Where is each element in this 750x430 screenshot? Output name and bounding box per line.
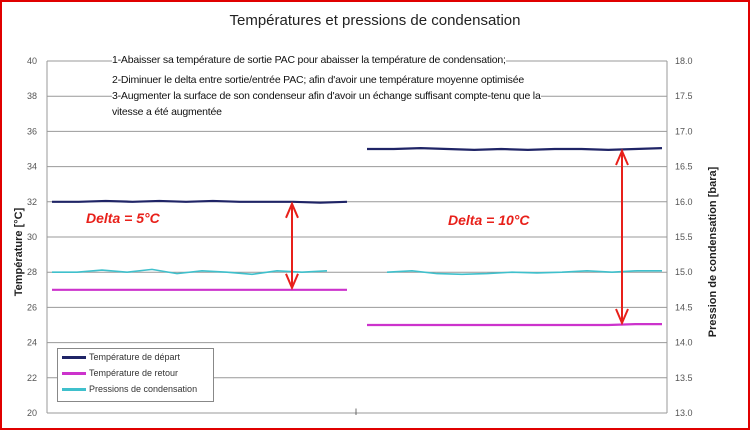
note-line-4: vitesse a été augmentée [112,106,222,118]
y2-tick-label: 17.5 [675,91,693,101]
y2-axis-label: Pression de condensation [bara] [707,166,719,337]
series-line-1 [367,147,663,151]
arrow-head-up [615,148,629,166]
note-line-1: 1-Abaisser sa température de sortie PAC … [112,54,506,66]
y-tick-label: 26 [27,302,37,312]
note-line-2: 2-Diminuer le delta entre sortie/entrée … [112,74,524,86]
y-tick-label: 20 [27,408,37,418]
delta-annotation-left: Delta = 5°C [86,210,160,226]
y-axis-label: Température [°C] [13,207,25,296]
y2-tick-label: 17.0 [675,126,693,136]
legend-swatch [62,355,86,359]
arrow-head-down [285,273,299,291]
legend-item: Pressions de condensation [58,381,213,397]
y2-tick-label: 15.0 [675,267,693,277]
arrow-head-up [285,201,299,219]
y2-tick-label: 14.5 [675,302,693,312]
y-tick-label: 30 [27,232,37,242]
y-tick-label: 22 [27,373,37,383]
note-line-3: 3-Augmenter la surface de son condenseur… [112,90,541,102]
delta-annotation-right: Delta = 10°C [448,212,530,228]
series-line-1 [52,199,348,204]
legend-item: Température de départ [58,349,213,365]
legend-label: Pressions de condensation [89,384,198,394]
y2-tick-label: 13.0 [675,408,693,418]
legend: Température de départ Température de ret… [57,348,214,402]
y-tick-label: 28 [27,267,37,277]
legend-swatch [62,387,86,391]
legend-label: Température de départ [89,352,181,362]
y2-tick-label: 16.0 [675,197,693,207]
arrow-head-down [615,308,629,326]
series-line-2 [367,323,662,327]
y-tick-label: 32 [27,197,37,207]
y2-tick-label: 14.0 [675,338,693,348]
y2-tick-label: 18.0 [675,56,693,66]
y-tick-label: 40 [27,56,37,66]
chart-title: Températures et pressions de condensatio… [229,12,521,29]
y2-tick-label: 15.5 [675,232,693,242]
legend-item: Température de retour [58,365,213,381]
series-line-3 [52,268,328,276]
legend-label: Température de retour [89,368,179,378]
y-tick-label: 24 [27,338,37,348]
y-tick-label: 36 [27,126,37,136]
y2-tick-label: 13.5 [675,373,693,383]
y2-tick-label: 16.5 [675,162,693,172]
y-tick-label: 38 [27,91,37,101]
legend-swatch [62,371,86,375]
series-line-3 [386,269,662,276]
y-tick-label: 34 [27,162,37,172]
x-tick-label: I [355,407,358,417]
